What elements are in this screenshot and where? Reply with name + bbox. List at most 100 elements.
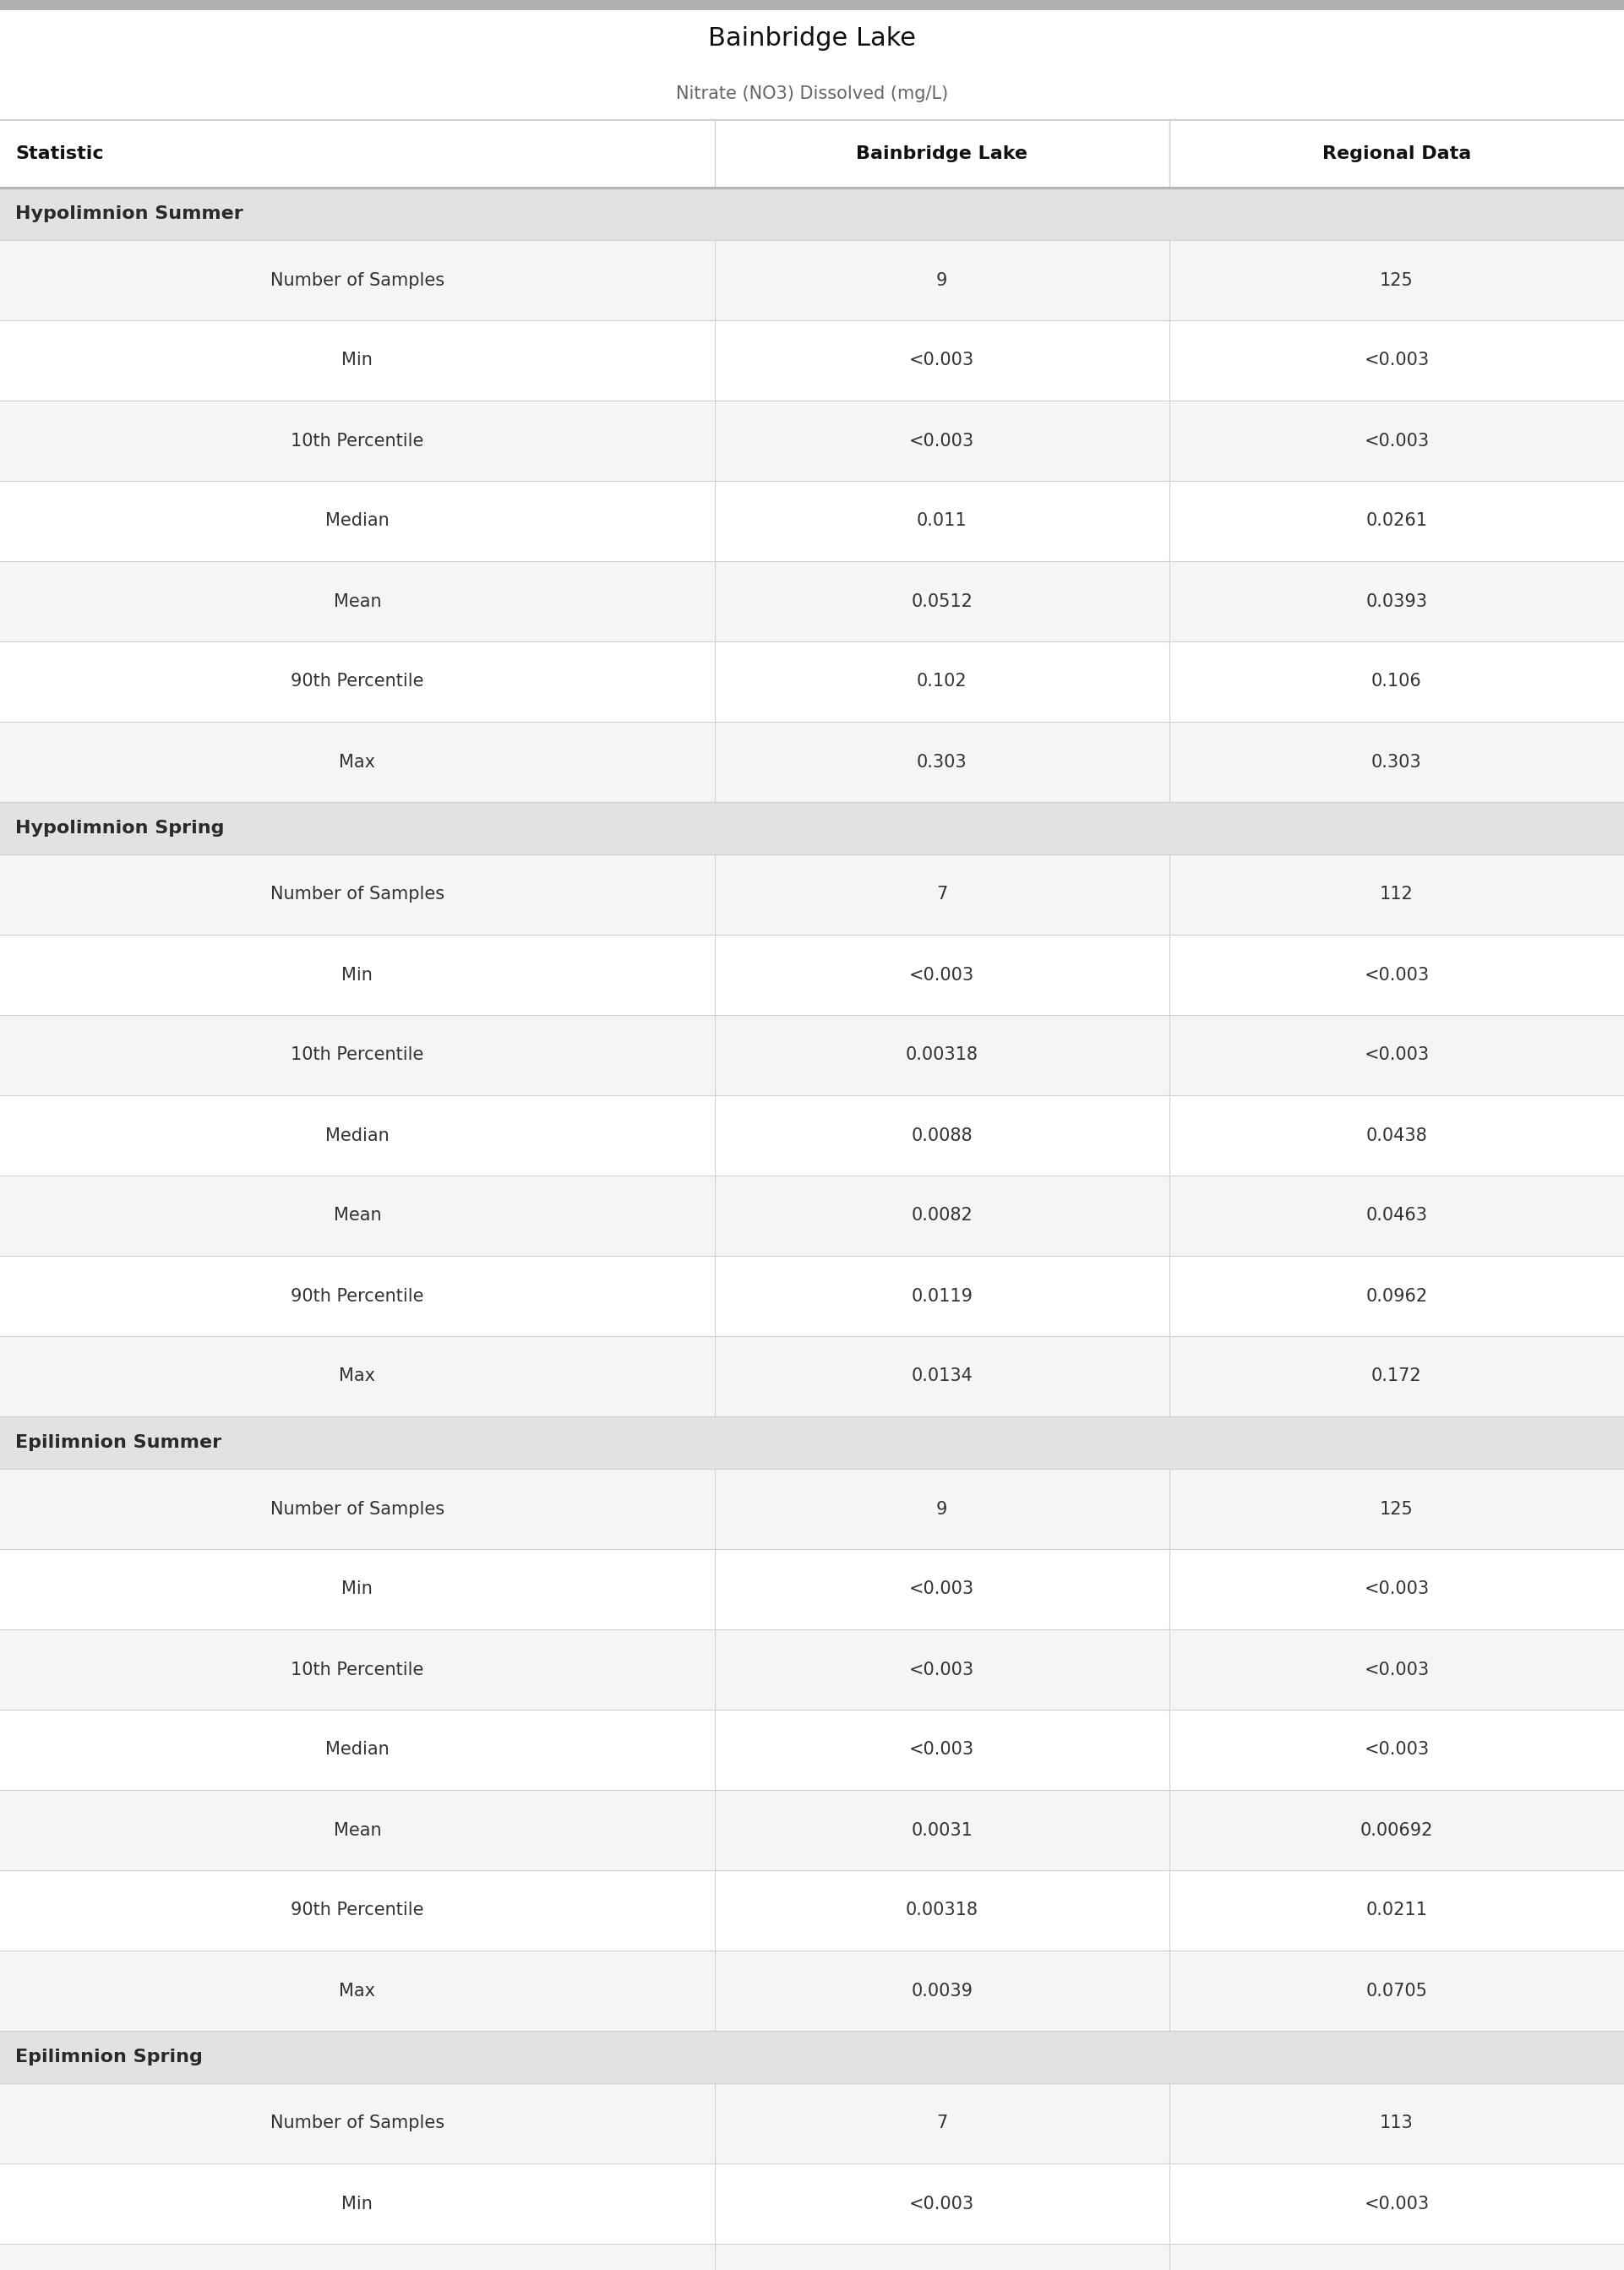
Bar — [0, 9, 1624, 120]
Text: 90th Percentile: 90th Percentile — [291, 1287, 424, 1305]
Bar — [0, 1015, 1624, 1096]
Bar — [0, 320, 1624, 400]
Text: 90th Percentile: 90th Percentile — [291, 1902, 424, 1918]
Text: <0.003: <0.003 — [909, 431, 974, 449]
Text: <0.003: <0.003 — [909, 1662, 974, 1678]
Text: Min: Min — [341, 2195, 374, 2211]
Bar — [0, 1950, 1624, 2032]
Text: 0.0031: 0.0031 — [911, 1821, 973, 1839]
Bar — [0, 481, 1624, 561]
Text: <0.003: <0.003 — [1364, 431, 1429, 449]
Text: 10th Percentile: 10th Percentile — [291, 1662, 424, 1678]
Bar — [0, 1469, 1624, 1548]
Text: Number of Samples: Number of Samples — [270, 1500, 445, 1516]
Bar — [0, 1337, 1624, 1416]
Text: 10th Percentile: 10th Percentile — [291, 431, 424, 449]
Text: Mean: Mean — [333, 592, 382, 611]
Text: <0.003: <0.003 — [909, 1741, 974, 1759]
Text: Min: Min — [341, 1580, 374, 1598]
Text: 0.0082: 0.0082 — [911, 1208, 973, 1224]
Text: Statistic: Statistic — [15, 145, 104, 161]
Text: Hypolimnion Summer: Hypolimnion Summer — [15, 204, 244, 222]
Bar — [0, 722, 1624, 801]
Text: <0.003: <0.003 — [1364, 1741, 1429, 1759]
Text: <0.003: <0.003 — [1364, 2195, 1429, 2211]
Text: Nitrate (NO3) Dissolved (mg/L): Nitrate (NO3) Dissolved (mg/L) — [676, 86, 948, 102]
Text: 0.0512: 0.0512 — [911, 592, 973, 611]
Bar — [0, 1870, 1624, 1950]
Text: 0.0039: 0.0039 — [911, 1982, 973, 2000]
Bar — [0, 1255, 1624, 1337]
Text: 0.0962: 0.0962 — [1366, 1287, 1427, 1305]
Bar — [0, 1548, 1624, 1630]
Text: 0.102: 0.102 — [916, 674, 968, 690]
Text: 0.0463: 0.0463 — [1366, 1208, 1427, 1224]
Text: 125: 125 — [1380, 1500, 1413, 1516]
Text: 0.0261: 0.0261 — [1366, 513, 1427, 529]
Text: Median: Median — [325, 1126, 390, 1144]
Text: <0.003: <0.003 — [909, 1580, 974, 1598]
Text: <0.003: <0.003 — [1364, 1580, 1429, 1598]
Text: Mean: Mean — [333, 1821, 382, 1839]
Text: 0.0134: 0.0134 — [911, 1369, 973, 1385]
Text: Hypolimnion Spring: Hypolimnion Spring — [15, 819, 224, 838]
Bar — [0, 801, 1624, 854]
Text: <0.003: <0.003 — [909, 2195, 974, 2211]
Text: 0.303: 0.303 — [916, 754, 968, 770]
Text: Epilimnion Summer: Epilimnion Summer — [15, 1435, 221, 1451]
Text: Min: Min — [341, 967, 374, 983]
Text: 0.011: 0.011 — [916, 513, 968, 529]
Text: Max: Max — [339, 754, 375, 770]
Text: 0.172: 0.172 — [1371, 1369, 1423, 1385]
Text: 10th Percentile: 10th Percentile — [291, 1046, 424, 1065]
Text: 0.0438: 0.0438 — [1366, 1126, 1427, 1144]
Text: 125: 125 — [1380, 272, 1413, 288]
Text: <0.003: <0.003 — [1364, 967, 1429, 983]
Text: Min: Min — [341, 352, 374, 370]
Text: 7: 7 — [937, 885, 947, 903]
Text: 7: 7 — [937, 2116, 947, 2132]
Text: 0.00318: 0.00318 — [906, 1902, 978, 1918]
Bar — [0, 2243, 1624, 2270]
Text: <0.003: <0.003 — [1364, 352, 1429, 370]
Bar — [0, 1096, 1624, 1176]
Text: <0.003: <0.003 — [1364, 1662, 1429, 1678]
Bar — [0, 2032, 1624, 2084]
Text: <0.003: <0.003 — [909, 967, 974, 983]
Text: 0.303: 0.303 — [1371, 754, 1423, 770]
Text: Number of Samples: Number of Samples — [270, 2116, 445, 2132]
Bar — [0, 1630, 1624, 1709]
Bar — [0, 854, 1624, 935]
Bar — [0, 1791, 1624, 1870]
Bar — [0, 2084, 1624, 2163]
Text: 0.0119: 0.0119 — [911, 1287, 973, 1305]
Text: <0.003: <0.003 — [909, 352, 974, 370]
Text: Max: Max — [339, 1982, 375, 2000]
Text: Number of Samples: Number of Samples — [270, 272, 445, 288]
Text: 9: 9 — [937, 272, 947, 288]
Text: 0.106: 0.106 — [1371, 674, 1423, 690]
Bar — [0, 1709, 1624, 1791]
Text: 0.0705: 0.0705 — [1366, 1982, 1427, 2000]
Text: Regional Data: Regional Data — [1322, 145, 1471, 161]
Bar — [0, 188, 1624, 241]
Bar — [0, 1416, 1624, 1469]
Text: 0.00692: 0.00692 — [1361, 1821, 1432, 1839]
Text: Number of Samples: Number of Samples — [270, 885, 445, 903]
Text: Bainbridge Lake: Bainbridge Lake — [708, 27, 916, 50]
Text: Median: Median — [325, 513, 390, 529]
Bar — [0, 561, 1624, 642]
Text: 90th Percentile: 90th Percentile — [291, 674, 424, 690]
Text: 0.0211: 0.0211 — [1366, 1902, 1427, 1918]
Bar — [0, 1176, 1624, 1255]
Text: <0.003: <0.003 — [1364, 1046, 1429, 1065]
Text: 9: 9 — [937, 1500, 947, 1516]
Text: 112: 112 — [1380, 885, 1413, 903]
Text: 0.0088: 0.0088 — [911, 1126, 973, 1144]
Text: Epilimnion Spring: Epilimnion Spring — [15, 2048, 203, 2066]
Bar — [0, 642, 1624, 722]
Text: Median: Median — [325, 1741, 390, 1759]
Text: 113: 113 — [1380, 2116, 1413, 2132]
Text: 0.00318: 0.00318 — [906, 1046, 978, 1065]
Text: 0.0393: 0.0393 — [1366, 592, 1427, 611]
